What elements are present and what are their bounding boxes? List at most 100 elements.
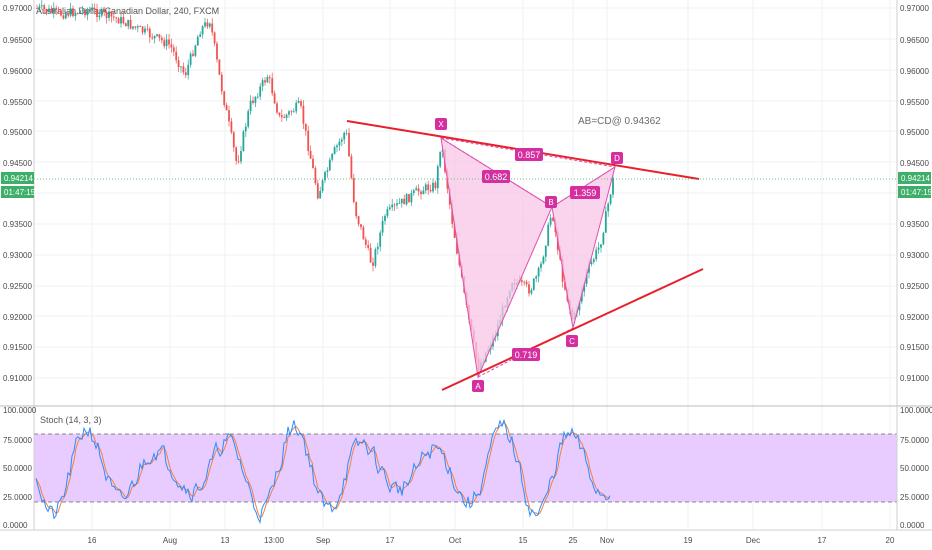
- candle-body: [242, 131, 245, 151]
- candle-body: [379, 232, 382, 247]
- ratio-label-bd: 1.359: [570, 186, 600, 199]
- candle-body: [127, 19, 130, 27]
- candle-body: [537, 267, 540, 277]
- candle-body: [228, 110, 230, 122]
- point-d-label: D: [611, 152, 623, 164]
- xd-leg: [440, 137, 616, 168]
- candle-body: [412, 190, 415, 194]
- candle-body: [213, 32, 216, 44]
- point-a-label: A: [472, 380, 484, 392]
- ratio-label-ac: 0.719: [512, 348, 540, 361]
- candle-body: [326, 170, 329, 173]
- candle-body: [278, 112, 281, 116]
- candle-body: [84, 10, 86, 16]
- candle-body: [328, 159, 331, 171]
- candle-body: [273, 93, 276, 104]
- candle-body: [124, 23, 127, 27]
- candle-body: [38, 6, 41, 9]
- candle-body: [100, 9, 103, 16]
- candle-body: [432, 182, 434, 192]
- svg-text:25.0000: 25.0000: [3, 493, 32, 502]
- svg-text:01:47:15: 01:47:15: [4, 188, 36, 197]
- stoch-right-axis: 100.0000 75.0000 50.0000 25.0000 0.0000: [900, 406, 932, 530]
- candle-body: [544, 245, 547, 257]
- candle-body: [367, 244, 370, 248]
- candle-body: [98, 15, 101, 18]
- candle-body: [300, 101, 302, 106]
- candle-body: [79, 10, 82, 14]
- candle-body: [64, 13, 67, 19]
- svg-text:0.95000: 0.95000: [3, 128, 32, 137]
- svg-text:0.93500: 0.93500: [3, 220, 32, 229]
- svg-text:0.92000: 0.92000: [900, 313, 929, 322]
- candle-body: [415, 188, 418, 191]
- svg-text:0.91000: 0.91000: [900, 374, 929, 383]
- point-b-label: B: [545, 196, 557, 208]
- svg-text:0.0000: 0.0000: [900, 521, 925, 530]
- candle-body: [105, 11, 108, 18]
- candle-body: [196, 36, 199, 46]
- svg-text:100.0000: 100.0000: [3, 406, 37, 415]
- candle-body: [187, 64, 190, 76]
- candle-body: [112, 16, 115, 18]
- candle-body: [108, 11, 110, 18]
- candle-body: [376, 246, 379, 250]
- candle-body: [333, 147, 336, 154]
- candle-body: [525, 281, 528, 285]
- svg-text:0.93500: 0.93500: [900, 220, 929, 229]
- candle-body: [343, 132, 346, 140]
- candle-body: [549, 217, 552, 225]
- candle-body: [62, 15, 65, 19]
- candle-body: [396, 203, 398, 206]
- svg-text:Nov: Nov: [600, 536, 614, 545]
- time-axis[interactable]: 16 Aug 13 13:00 Sep 17 Oct 15 25 Nov 19 …: [88, 536, 895, 545]
- left-current-price-tag: 0.94214 01:47:15: [1, 172, 36, 198]
- candle-body: [192, 53, 194, 56]
- candle-body: [424, 184, 427, 191]
- candle-body: [168, 39, 170, 45]
- left-price-axis[interactable]: 0.97000 0.96500 0.96000 0.95500 0.95000 …: [3, 4, 32, 383]
- svg-text:75.0000: 75.0000: [900, 436, 929, 445]
- candle-body: [590, 261, 593, 264]
- candle-body: [172, 47, 175, 52]
- stoch-title: Stoch (14, 3, 3): [40, 415, 102, 425]
- svg-text:X: X: [438, 120, 444, 129]
- candle-body: [139, 26, 142, 28]
- lower-trendline[interactable]: [441, 268, 704, 391]
- candle-body: [405, 194, 408, 205]
- candle-body: [72, 8, 74, 17]
- candle-body: [309, 150, 312, 159]
- candle-body: [381, 220, 384, 233]
- candle-body: [165, 39, 168, 47]
- candle-body: [292, 111, 295, 113]
- candle-body: [340, 139, 343, 142]
- candle-body: [357, 216, 360, 225]
- candle-body: [530, 289, 533, 294]
- candle-body: [141, 26, 144, 33]
- candle-body: [110, 11, 113, 17]
- candle-body: [201, 26, 204, 35]
- svg-text:0.682: 0.682: [485, 172, 508, 182]
- candle-body: [252, 100, 254, 103]
- candle-body: [604, 211, 607, 233]
- candle-body: [254, 96, 257, 103]
- candle-body: [55, 7, 58, 10]
- candle-body: [585, 272, 588, 284]
- candle-body: [352, 177, 355, 203]
- candle-body: [595, 249, 598, 260]
- candle-body: [564, 281, 566, 290]
- svg-text:19: 19: [684, 536, 693, 545]
- candle-body: [288, 111, 290, 115]
- svg-text:0.0000: 0.0000: [3, 521, 28, 530]
- right-price-axis[interactable]: 0.97000 0.96500 0.96000 0.95500 0.95000 …: [900, 4, 929, 383]
- svg-text:Dec: Dec: [746, 536, 760, 545]
- candle-body: [235, 147, 238, 161]
- candle-body: [312, 158, 314, 169]
- ac-leg: [477, 327, 574, 378]
- svg-text:0.92000: 0.92000: [3, 313, 32, 322]
- svg-text:0.96000: 0.96000: [900, 67, 929, 76]
- candle-body: [420, 191, 422, 195]
- svg-text:A: A: [475, 382, 481, 391]
- candle-body: [259, 86, 262, 97]
